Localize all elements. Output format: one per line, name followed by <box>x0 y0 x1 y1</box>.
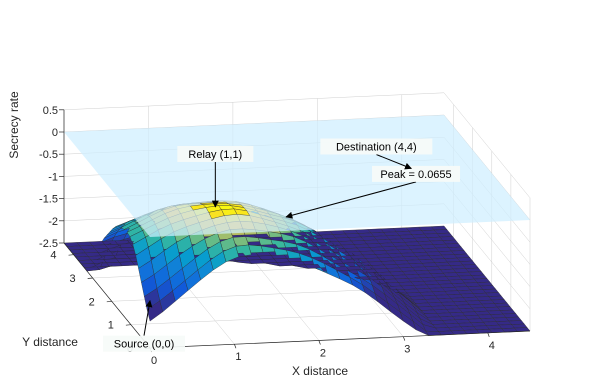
y-tick-mark <box>87 277 93 279</box>
annotation-arrow <box>285 181 417 219</box>
annotation-label: Destination (4,4) <box>336 142 417 154</box>
y-axis-line <box>63 242 151 349</box>
grid-line <box>443 92 531 198</box>
annotation-box <box>103 335 185 352</box>
x-tick-mark <box>403 336 406 341</box>
annotation-label: Relay (1,1) <box>188 149 242 161</box>
z-tick-label: -2.5 <box>39 238 58 250</box>
y-tick-label: 4 <box>50 250 56 262</box>
annotation-box <box>372 165 461 182</box>
x-tick-label: 2 <box>320 347 326 359</box>
annotation-box <box>320 138 433 155</box>
x-tick-label: 3 <box>404 344 410 356</box>
axis-layer: 01234012340.50-0.5-1-1.5-2-2.5X distance… <box>7 91 531 378</box>
z-tick-label: -0.5 <box>39 149 58 161</box>
x-axis-line <box>149 330 531 349</box>
x-tick-label: 4 <box>489 340 495 352</box>
x-tick-mark <box>318 340 321 345</box>
z-tick-label: -1 <box>48 171 58 183</box>
y-tick-mark <box>125 324 131 326</box>
annotation-label: Source (0,0) <box>114 339 175 351</box>
y-tick-label: 2 <box>89 296 95 308</box>
surface-patch <box>248 259 265 264</box>
grid-line <box>63 92 445 111</box>
surface-patch <box>423 313 441 318</box>
z-tick-label: -2 <box>48 216 58 228</box>
surface-patch <box>304 264 322 269</box>
x-tick-mark <box>234 344 237 349</box>
y-tick-mark <box>106 300 112 303</box>
surface-peak-patch <box>208 209 225 220</box>
z-tick-label: -1.5 <box>39 194 58 206</box>
annotation-box <box>177 145 254 162</box>
y-tick-label: 1 <box>108 320 114 332</box>
surface-patch <box>276 261 293 267</box>
annotation-layer: Relay (1,1) Peak = 0.0655 Source (0,0) Dest… <box>103 138 461 352</box>
zero-plane-layer <box>64 115 530 237</box>
x-tick-label: 1 <box>235 351 241 363</box>
zero-plane <box>64 115 530 237</box>
surface-peak-patch <box>190 204 207 211</box>
z-tick-label: 0.5 <box>43 105 58 117</box>
annotation-label: Peak = 0.0655 <box>380 169 451 181</box>
x-axis-label: X distance <box>292 364 348 378</box>
annotation-arrow <box>376 154 412 170</box>
y-tick-mark <box>68 254 74 256</box>
x-tick-mark <box>487 332 490 338</box>
y-axis-label: Y distance <box>22 335 78 349</box>
z-axis-label: Secrecy rate <box>7 91 21 159</box>
x-tick-label: 0 <box>151 355 157 367</box>
surface-patch <box>420 309 438 314</box>
z-tick-label: 0 <box>52 127 58 139</box>
annotation-arrow <box>143 300 153 336</box>
y-tick-label: 3 <box>70 273 76 285</box>
